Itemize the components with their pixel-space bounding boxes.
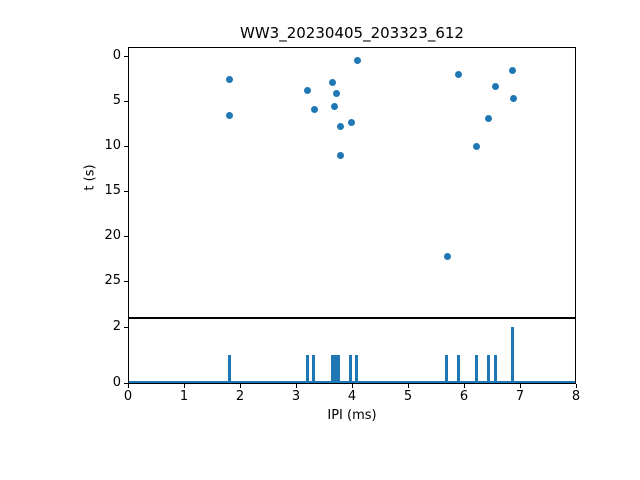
histogram-bar [337, 355, 341, 383]
histogram-bar [457, 355, 461, 383]
scatter-point [485, 114, 493, 122]
x-tick-mark [128, 384, 129, 388]
scatter-point [455, 70, 463, 78]
histogram-layer [129, 319, 575, 383]
histogram-bar [354, 355, 358, 383]
x-tick-label: 5 [403, 389, 413, 404]
histogram-bar [445, 355, 449, 383]
scatter-point [333, 90, 341, 98]
scatter-point [443, 253, 451, 261]
x-tick-mark [296, 384, 297, 388]
histogram-baseline [129, 381, 575, 383]
scatter-axes [128, 47, 576, 318]
chart-title: WW3_20230405_203323_612 [240, 24, 464, 42]
histogram-bar [330, 355, 334, 383]
histogram-bar [511, 327, 515, 383]
x-tick-label: 4 [347, 389, 357, 404]
x-tick-label: 7 [515, 389, 525, 404]
scatter-point [354, 57, 362, 64]
histogram-bar [305, 355, 309, 383]
x-tick-mark [520, 384, 521, 388]
y-tick-label: 0 [112, 48, 121, 63]
y-axis-label: t (s) [82, 164, 98, 191]
histogram-axes [128, 318, 576, 384]
y-tick-label: 15 [104, 183, 121, 198]
scatter-point [347, 119, 355, 127]
histogram-bar [475, 355, 479, 383]
y-tick-mark [124, 327, 128, 328]
x-tick-label: 1 [179, 389, 189, 404]
y-tick-label: 5 [112, 93, 121, 108]
x-tick-mark [408, 384, 409, 388]
histogram-bar [494, 355, 498, 383]
y-tick-label: 10 [104, 138, 121, 153]
y-tick-mark [124, 56, 128, 57]
scatter-point [473, 142, 481, 150]
histogram-bar [228, 355, 232, 383]
x-tick-label: 8 [571, 389, 581, 404]
histogram-bar [487, 355, 491, 383]
x-tick-label: 3 [291, 389, 301, 404]
x-tick-mark [184, 384, 185, 388]
scatter-point [336, 122, 344, 130]
y-tick-label: 25 [104, 273, 121, 288]
x-tick-mark [576, 384, 577, 388]
scatter-point [226, 75, 234, 83]
x-tick-label: 2 [235, 389, 245, 404]
y-tick-label: 0 [112, 375, 121, 390]
histogram-bar [312, 355, 316, 383]
histogram-bar [348, 355, 352, 383]
x-tick-mark [352, 384, 353, 388]
scatter-point [303, 86, 311, 94]
scatter-point [492, 83, 500, 91]
y-tick-mark [124, 236, 128, 237]
y-tick-mark [124, 101, 128, 102]
scatter-layer [129, 48, 575, 317]
scatter-point [509, 66, 517, 74]
x-tick-mark [464, 384, 465, 388]
y-tick-label: 20 [104, 228, 121, 243]
scatter-point [310, 105, 318, 113]
x-axis-label: IPI (ms) [327, 408, 377, 423]
y-tick-mark [124, 146, 128, 147]
x-tick-mark [240, 384, 241, 388]
y-tick-mark [124, 383, 128, 384]
y-tick-label: 2 [112, 319, 121, 334]
y-tick-mark [124, 281, 128, 282]
y-tick-mark [124, 191, 128, 192]
scatter-point [509, 94, 517, 102]
scatter-point [226, 111, 234, 119]
x-tick-label: 0 [123, 389, 133, 404]
scatter-point [330, 102, 338, 110]
scatter-point [329, 78, 337, 86]
scatter-point [336, 152, 344, 160]
histogram-bar [333, 355, 337, 383]
x-tick-label: 6 [459, 389, 469, 404]
